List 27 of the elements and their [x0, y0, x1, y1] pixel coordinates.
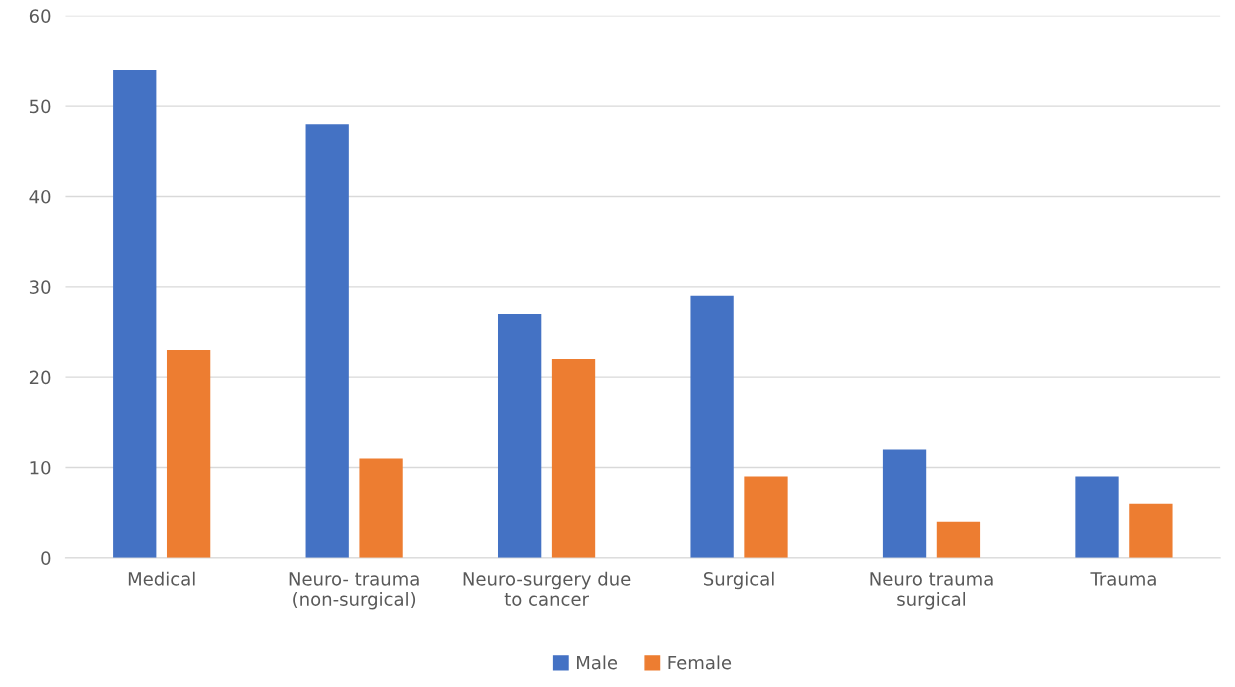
y-tick-label: 10 [30, 460, 51, 475]
legend-label: Female [668, 655, 732, 670]
y-tick-label: 40 [29, 189, 51, 204]
bar [1075, 476, 1119, 558]
y-tick-label: 60 [29, 9, 51, 23]
x-tick-label: Trauma [1090, 572, 1156, 586]
x-tick-label: Neuro trauma surgical [870, 572, 993, 610]
bar [744, 476, 788, 558]
bar [166, 350, 211, 558]
bar [359, 458, 403, 558]
bar [498, 313, 542, 558]
bar [690, 295, 734, 558]
bar [936, 521, 981, 558]
y-tick-label: 50 [29, 99, 51, 114]
bar [305, 124, 349, 558]
x-tick-label: Surgical [703, 571, 774, 590]
y-tick-label: 0 [41, 551, 51, 565]
y-tick-label: 20 [29, 370, 51, 385]
x-tick-label: Neuro- trauma (non-surgical) [289, 572, 419, 610]
bar [882, 449, 927, 558]
bar [551, 359, 596, 558]
x-tick-label: Medical [128, 571, 195, 586]
x-tick-label: Neuro-surgery due to cancer [463, 571, 631, 606]
legend-label: Male [577, 655, 618, 670]
y-tick-label: 30 [29, 280, 51, 294]
bar [1129, 503, 1173, 558]
bar [113, 70, 157, 558]
